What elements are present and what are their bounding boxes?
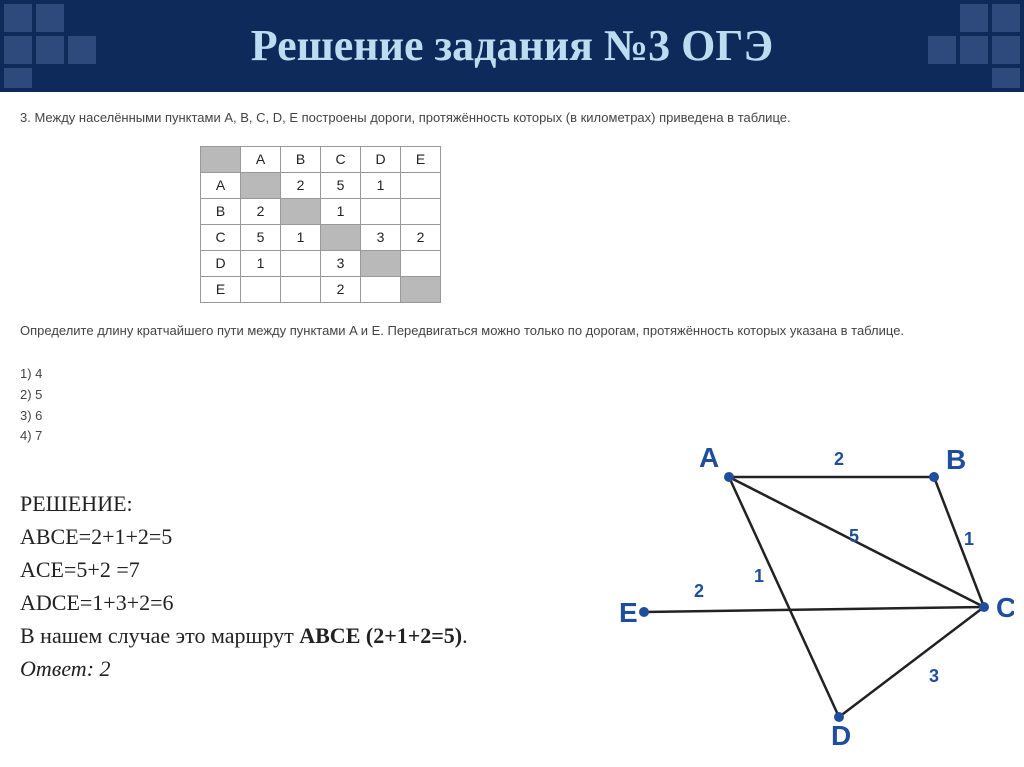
- svg-text:3: 3: [929, 666, 939, 686]
- slide-header: Решение задания №3 ОГЭ: [0, 0, 1024, 92]
- option-2: 2) 5: [20, 385, 1004, 406]
- svg-text:1: 1: [754, 566, 764, 586]
- svg-text:5: 5: [849, 526, 859, 546]
- option-3: 3) 6: [20, 406, 1004, 427]
- table-row: B 2 1: [201, 198, 441, 224]
- problem-statement: 3. Между населёнными пунктами A, B, C, D…: [20, 108, 1004, 128]
- table-row: D 1 3: [201, 250, 441, 276]
- svg-text:B: B: [946, 444, 966, 475]
- slide-title: Решение задания №3 ОГЭ: [0, 0, 1024, 92]
- table-row: A 2 5 1: [201, 172, 441, 198]
- graph-svg: 2 5 1 1 3 2 A B C D E: [614, 437, 1014, 747]
- table-header-row: A B C D E: [201, 146, 441, 172]
- answer-options: 1) 4 2) 5 3) 6 4) 7: [20, 364, 1004, 447]
- svg-text:1: 1: [964, 529, 974, 549]
- table-row: C 5 1 3 2: [201, 224, 441, 250]
- table-row: E 2: [201, 276, 441, 302]
- question-text: Определите длину кратчайшего пути между …: [20, 321, 1004, 341]
- distance-table: A B C D E A 2 5 1 B 2 1 C 5 1 3: [200, 146, 441, 303]
- svg-text:2: 2: [834, 449, 844, 469]
- graph-diagram: 2 5 1 1 3 2 A B C D E: [614, 437, 1014, 747]
- svg-text:C: C: [996, 592, 1014, 623]
- svg-text:D: D: [831, 720, 851, 747]
- svg-text:A: A: [699, 442, 719, 473]
- option-1: 1) 4: [20, 364, 1004, 385]
- svg-text:2: 2: [694, 581, 704, 601]
- svg-text:E: E: [619, 597, 638, 628]
